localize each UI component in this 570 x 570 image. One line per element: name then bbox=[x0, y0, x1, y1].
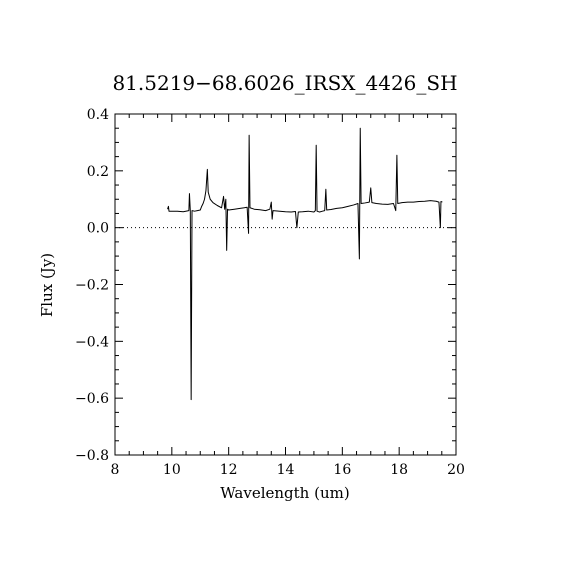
y-tick-label: 0.0 bbox=[87, 221, 109, 237]
plot-frame bbox=[114, 113, 457, 456]
y-tick-label: 0.4 bbox=[87, 107, 109, 123]
chart-title: 81.5219−68.6026_IRSX_4426_SH bbox=[112, 71, 457, 95]
y-axis-label: Flux (Jy) bbox=[38, 253, 56, 317]
axes: 8 10 12 14 16 18 20 −0.8 −0.6 −0.4 −0.2 0.0 0.2 0.4 bbox=[75, 107, 465, 478]
x-axis-label: Wavelength (um) bbox=[220, 484, 349, 502]
y-tick-label: −0.8 bbox=[75, 448, 109, 464]
x-tick-label: 16 bbox=[333, 462, 351, 478]
x-tick-label: 18 bbox=[390, 462, 408, 478]
y-tick-label: −0.6 bbox=[75, 391, 109, 407]
x-tick-label: 20 bbox=[447, 462, 465, 478]
x-tick-label: 14 bbox=[277, 462, 295, 478]
x-tick-label: 10 bbox=[163, 462, 181, 478]
y-tick-label: 0.2 bbox=[87, 164, 109, 180]
x-tick-label: 12 bbox=[220, 462, 238, 478]
series-line-0 bbox=[167, 127, 443, 401]
x-tick-label: 8 bbox=[111, 462, 120, 478]
y-tick-label: −0.2 bbox=[75, 278, 109, 294]
y-tick-label: −0.4 bbox=[75, 334, 109, 350]
series-group bbox=[167, 127, 443, 401]
